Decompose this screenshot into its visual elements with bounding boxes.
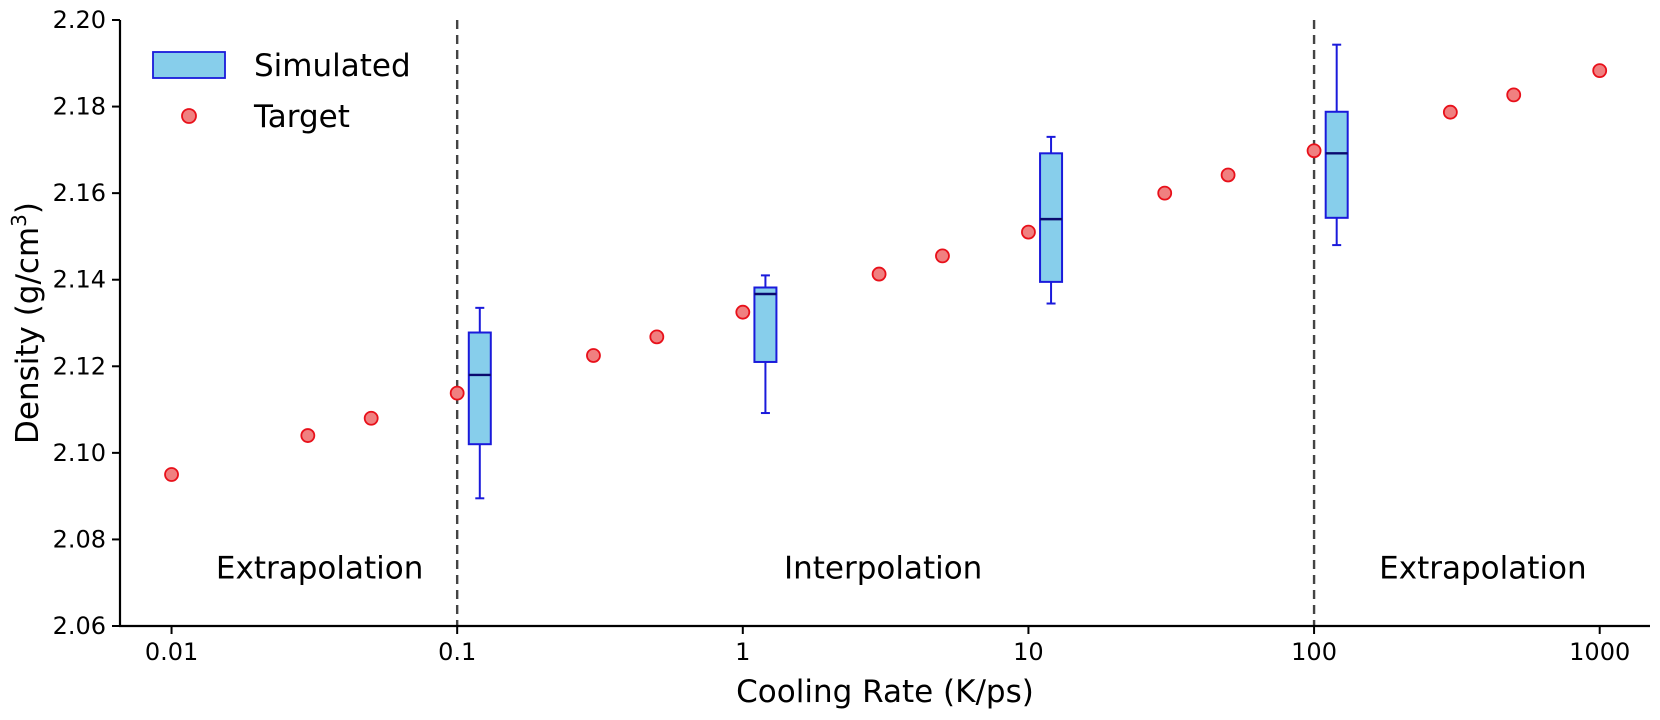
target-point (1157, 185, 1173, 201)
y-ticks: 2.06 2.08 2.10 2.12 2.14 2.16 2.18 2.20 (53, 6, 120, 640)
x-tick-label: 1 (735, 638, 750, 666)
box-body (1039, 152, 1064, 283)
region-label-1: Interpolation (784, 550, 982, 586)
y-tick-label: 2.18 (53, 93, 106, 121)
target-point (363, 410, 379, 426)
target-point (1592, 63, 1608, 79)
legend-simulated-label: Simulated (254, 48, 411, 84)
y-tick-label: 2.12 (53, 352, 106, 380)
x-ticks: 0.01 0.1 1 10 100 1000 (145, 626, 1630, 666)
target-point (1021, 224, 1036, 240)
simulated-box-1 (753, 274, 778, 415)
target-point (586, 348, 601, 363)
simulated-box-0 (467, 306, 492, 500)
target-point (164, 467, 179, 482)
y-tick-label: 2.16 (53, 179, 106, 207)
simulated-boxes (467, 43, 1349, 500)
legend-simulated-swatch (152, 51, 226, 79)
box-body (753, 286, 778, 363)
y-axis-title-sup: 3 (7, 214, 31, 227)
x-tick-label: 0.1 (438, 638, 476, 666)
target-point (871, 266, 887, 282)
target-point (1442, 104, 1458, 120)
target-point (1306, 143, 1322, 159)
axes (118, 20, 1650, 628)
region-dividers (455, 20, 1316, 626)
y-axis-title: Density (g/cm3) (7, 202, 46, 444)
y-tick-label: 2.08 (53, 525, 106, 553)
target-point (735, 304, 751, 320)
y-tick-label: 2.20 (53, 6, 106, 34)
region-label-0: Extrapolation (216, 550, 423, 586)
target-point (935, 248, 950, 264)
y-axis-title-close: ) (10, 202, 46, 214)
simulated-box-3 (1324, 43, 1349, 247)
simulated-box-2 (1039, 135, 1064, 305)
x-tick-label: 0.01 (145, 638, 198, 666)
target-point (449, 385, 465, 401)
y-axis-title-main: Density (g/cm (10, 227, 46, 444)
box-body (467, 331, 492, 446)
x-tick-label: 10 (1013, 638, 1044, 666)
x-tick-label: 1000 (1569, 638, 1630, 666)
target-point (649, 329, 665, 345)
region-labels: Extrapolation Interpolation Extrapolation (216, 550, 1587, 586)
target-point (1506, 87, 1522, 103)
x-axis-title: Cooling Rate (K/ps) (736, 674, 1034, 710)
region-label-2: Extrapolation (1379, 550, 1586, 586)
y-tick-label: 2.14 (53, 266, 106, 294)
box-body (1324, 110, 1349, 219)
legend-target-label: Target (253, 99, 350, 135)
target-points (164, 63, 1608, 482)
target-point (1220, 167, 1236, 183)
legend: Simulated Target (152, 48, 411, 135)
x-tick-label: 100 (1291, 638, 1337, 666)
y-tick-label: 2.06 (53, 612, 106, 640)
y-tick-label: 2.10 (53, 439, 106, 467)
target-point (300, 428, 316, 443)
legend-target-marker (181, 108, 197, 124)
